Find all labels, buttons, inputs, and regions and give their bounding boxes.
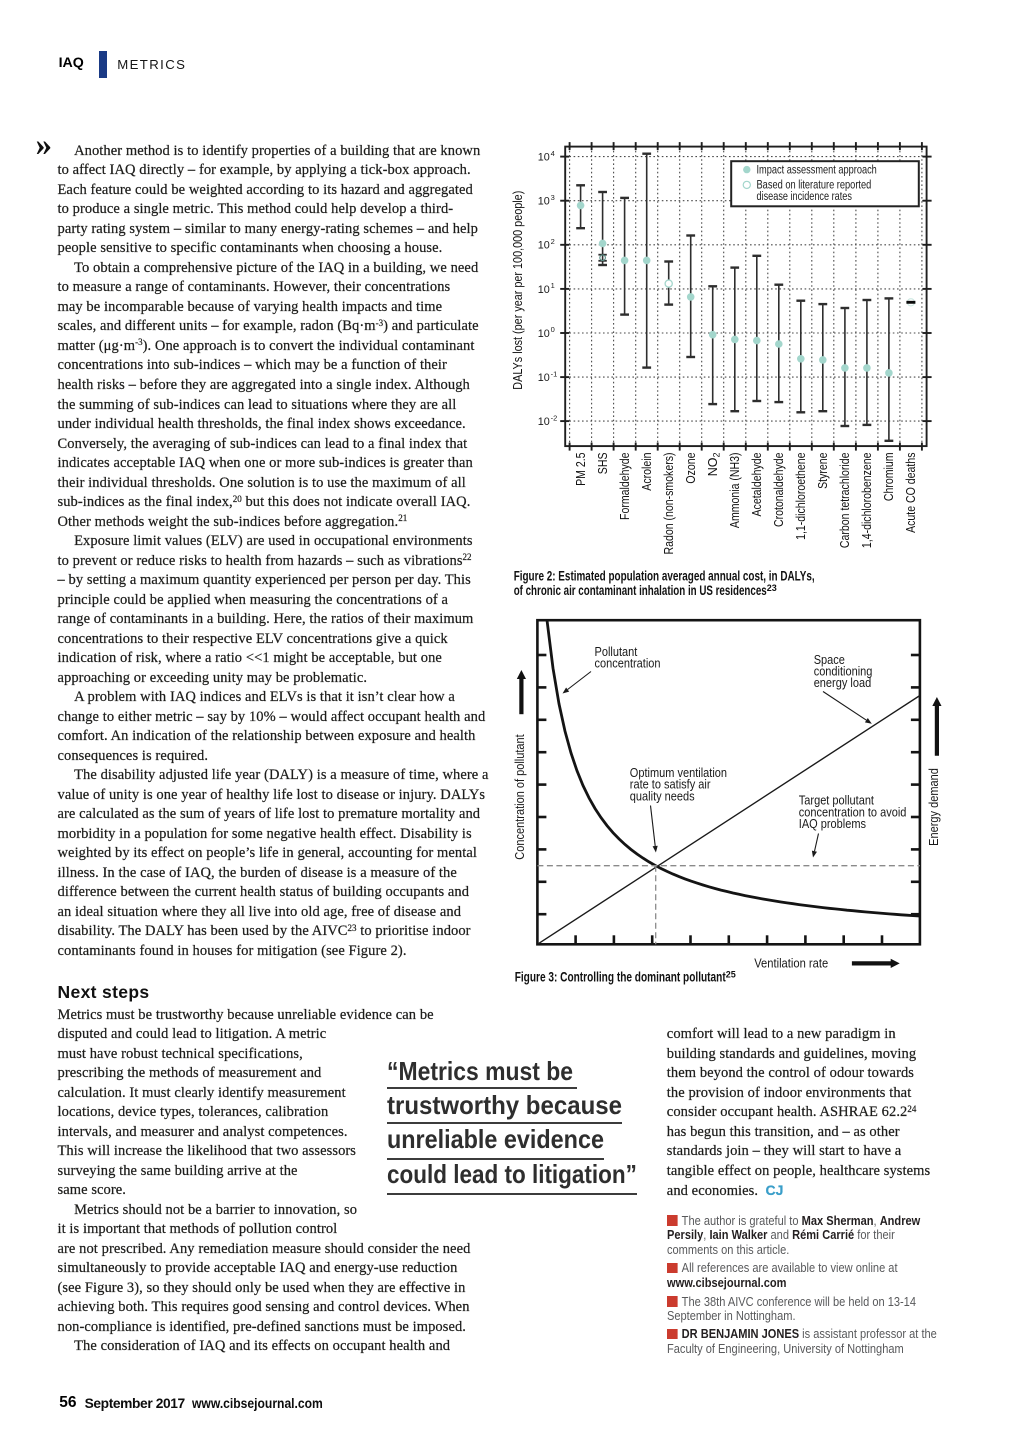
svg-text:Styrene: Styrene [816,452,830,488]
svg-text:conditioning: conditioning [814,665,873,679]
svg-text:disease incidence rates: disease incidence rates [757,189,852,203]
svg-text:Crotonaldehyde: Crotonaldehyde [772,452,786,527]
svg-text:Target pollutant: Target pollutant [799,794,875,808]
svg-text:Acetaldehyde: Acetaldehyde [750,452,764,516]
svg-text:10: 10 [538,240,550,252]
svg-text:Acrolein: Acrolein [640,452,654,490]
svg-text:Ammonia (NH3): Ammonia (NH3) [728,453,742,529]
svg-text:of chronic air contaminant inh: of chronic air contaminant inhalation in… [514,583,777,598]
svg-text:1,4-dichlorobenzene: 1,4-dichlorobenzene [860,452,874,548]
svg-text:Energy demand: Energy demand [926,768,941,846]
svg-text:quality needs: quality needs [630,789,695,803]
svg-text:0: 0 [551,325,555,334]
svg-text:4: 4 [551,149,555,158]
svg-text:PM 2.5: PM 2.5 [574,452,588,485]
svg-text:10: 10 [538,372,550,384]
svg-text:Ventilation rate: Ventilation rate [754,956,828,970]
svg-text:Carbon tetrachloride: Carbon tetrachloride [838,452,852,548]
svg-text:concentration to avoid: concentration to avoid [799,805,907,819]
svg-text:Pollutant: Pollutant [595,645,638,659]
svg-text:Radon (non-smokers): Radon (non-smokers) [662,453,676,555]
svg-text:Figure 3: Controlling the domi: Figure 3: Controlling the dominant pollu… [515,970,736,985]
svg-text:Based on literature reported: Based on literature reported [757,178,872,192]
svg-text:-1: -1 [551,369,558,378]
svg-text:concentration: concentration [595,657,661,671]
svg-text:Chromium: Chromium [882,453,896,502]
svg-text:10: 10 [538,416,550,428]
svg-text:Concentration of pollutant: Concentration of pollutant [512,734,527,860]
svg-text:10: 10 [538,196,550,208]
svg-text:10: 10 [538,328,550,340]
svg-text:NO2: NO2 [706,453,722,477]
svg-text:10: 10 [538,152,550,164]
svg-text:IAQ problems: IAQ problems [799,817,866,831]
svg-text:Figure 2: Estimated population: Figure 2: Estimated population averaged … [514,569,815,584]
svg-text:1,1-dichloroethene: 1,1-dichloroethene [794,452,808,539]
svg-text:Optimum ventilation: Optimum ventilation [630,766,727,780]
svg-text:energy load: energy load [814,676,872,690]
svg-text:DALYs lost (per year per 100,0: DALYs lost (per year per 100,000 people) [510,191,525,390]
svg-text:Impact assessment approach: Impact assessment approach [757,162,877,176]
svg-text:rate to satisfy air: rate to satisfy air [630,778,711,792]
svg-text:Space: Space [814,653,845,667]
svg-text:10: 10 [538,284,550,296]
svg-text:2: 2 [551,237,555,246]
svg-text:1: 1 [551,281,555,290]
svg-text:Ozone: Ozone [684,452,698,483]
svg-text:-2: -2 [551,413,558,422]
svg-text:SHS: SHS [596,453,610,475]
svg-text:Formaldehyde: Formaldehyde [618,452,632,520]
svg-text:Acute CO deaths: Acute CO deaths [904,453,918,533]
svg-text:3: 3 [551,193,555,202]
